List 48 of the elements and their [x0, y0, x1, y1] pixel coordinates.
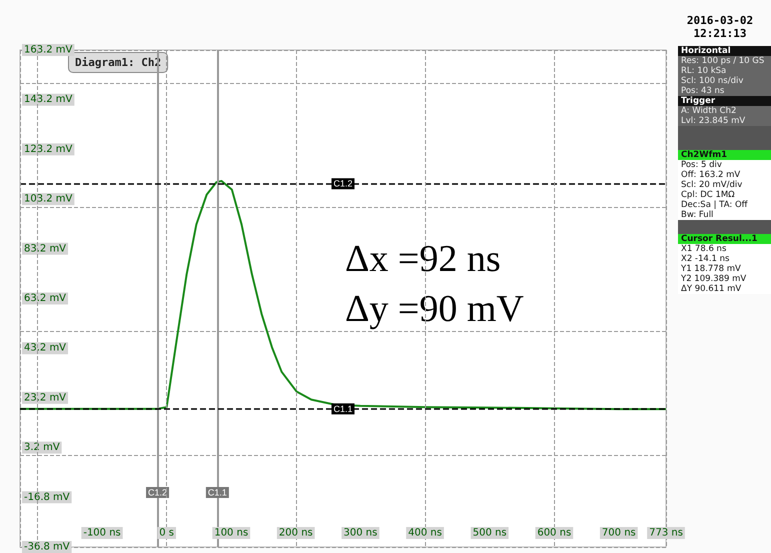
x-tick-label: 0 s — [159, 528, 174, 538]
x-tick-label: -100 ns — [83, 528, 121, 538]
text: Horizontal — [678, 46, 771, 56]
text: Dec:Sa | TA: Off — [678, 200, 771, 210]
ref-line-label: C1.2 — [148, 488, 168, 498]
text: ΔY 90.611 mV — [678, 284, 771, 294]
text: Scl: 20 mV/div — [678, 180, 771, 190]
text: Bw: Full — [678, 210, 771, 220]
x-tick-label: 600 ns — [537, 528, 572, 538]
text: Trigger — [678, 96, 771, 106]
x-tick-label: 773 ns — [649, 528, 683, 538]
y-tick-label: -16.8 mV — [24, 492, 70, 503]
text: Res: 100 ps / 10 GS — [678, 56, 771, 66]
y-tick-label: 163.2 mV — [24, 44, 73, 56]
text: RL: 10 kSa — [678, 66, 771, 76]
text: Cursor Resul...1 — [678, 234, 771, 244]
x-tick-label: 100 ns — [214, 528, 248, 538]
text: Y1 18.778 mV — [678, 264, 771, 274]
text: X2 -14.1 ns — [678, 254, 771, 264]
y-tick-label: 23.2 mV — [24, 392, 66, 404]
annotation: Δy =90 mV — [345, 288, 524, 330]
text: Lvl: 23.845 mV — [678, 116, 771, 126]
ref-line-label: C1.1 — [333, 404, 353, 414]
y-tick-label: 63.2 mV — [24, 293, 66, 304]
y-tick-label: 103.2 mV — [24, 194, 73, 205]
text: Y2 109.389 mV — [678, 274, 771, 284]
text: Cpl: DC 1MΩ — [678, 190, 771, 200]
y-tick-label: -36.8 mV — [24, 542, 70, 552]
y-tick-label: 123.2 mV — [24, 144, 73, 155]
x-tick-label: 200 ns — [278, 528, 313, 538]
y-tick-label: 83.2 mV — [24, 243, 66, 254]
y-tick-label: 143.2 mV — [24, 94, 73, 106]
text: Ch2Wfm1 — [678, 150, 771, 160]
text: Pos: 5 div — [678, 160, 771, 170]
text: Scl: 100 ns/div — [678, 76, 771, 86]
x-tick-label: 500 ns — [472, 528, 507, 538]
ref-line-label: C1.1 — [208, 488, 227, 498]
text: 2016-03-02 12:21:13 — [686, 14, 754, 40]
text: Off: 163.2 mV — [678, 170, 771, 180]
y-tick-label: 43.2 mV — [24, 342, 66, 354]
text: Pos: 43 ns — [678, 86, 771, 96]
x-tick-label: 300 ns — [344, 528, 378, 538]
x-tick-label: 400 ns — [408, 528, 442, 538]
annotation: Δx =92 ns — [345, 238, 501, 280]
ref-line-label: C1.2 — [333, 178, 353, 189]
x-tick-label: 700 ns — [602, 528, 636, 538]
text: X1 78.6 ns — [678, 244, 771, 254]
text: A: Width Ch2 — [678, 106, 771, 116]
